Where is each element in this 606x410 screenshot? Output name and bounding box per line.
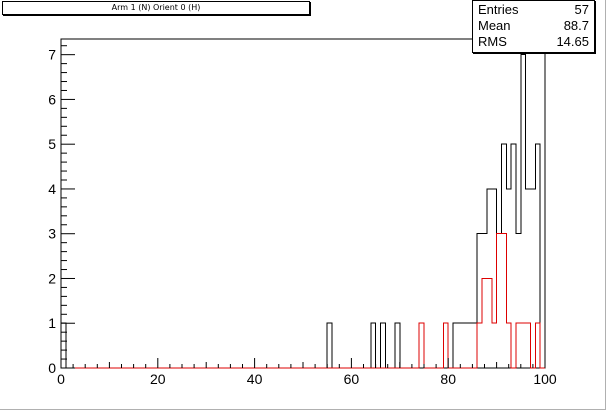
stats-mean-value: 88.7 <box>563 18 589 33</box>
y-tick-label: 2 <box>48 270 56 286</box>
histogram-series-2 <box>61 233 545 369</box>
y-tick-label: 5 <box>48 136 56 152</box>
x-tick-label: 40 <box>247 371 263 387</box>
x-tick-label: 0 <box>57 371 65 387</box>
stats-mean-row: Mean 88.7 <box>478 18 589 34</box>
histogram-series-1 <box>60 54 545 369</box>
canvas-title: Arm 1 (N) Orient 0 (H) <box>2 1 310 15</box>
y-tick-label: 0 <box>48 360 56 376</box>
y-tick-label: 6 <box>48 91 56 107</box>
x-tick-label: 60 <box>344 371 360 387</box>
stats-rms-value: 14.65 <box>556 34 589 49</box>
y-tick-label: 7 <box>48 47 56 63</box>
x-tick-label: 100 <box>533 371 557 387</box>
stats-entries-value: 57 <box>574 2 589 17</box>
x-tick-label: 20 <box>150 371 166 387</box>
stats-entries-row: Entries 57 <box>478 2 589 18</box>
stats-rms-row: RMS 14.65 <box>478 34 589 50</box>
y-tick-label: 3 <box>48 226 56 242</box>
x-tick-label: 80 <box>440 371 456 387</box>
stats-rms-label: RMS <box>478 34 507 49</box>
stats-mean-label: Mean <box>478 18 511 33</box>
stats-box: Entries 57 Mean 88.7 RMS 14.65 <box>472 0 595 53</box>
y-tick-label: 4 <box>48 181 56 197</box>
plot-frame <box>60 38 546 369</box>
stats-entries-label: Entries <box>478 2 519 17</box>
y-tick-label: 1 <box>48 315 56 331</box>
